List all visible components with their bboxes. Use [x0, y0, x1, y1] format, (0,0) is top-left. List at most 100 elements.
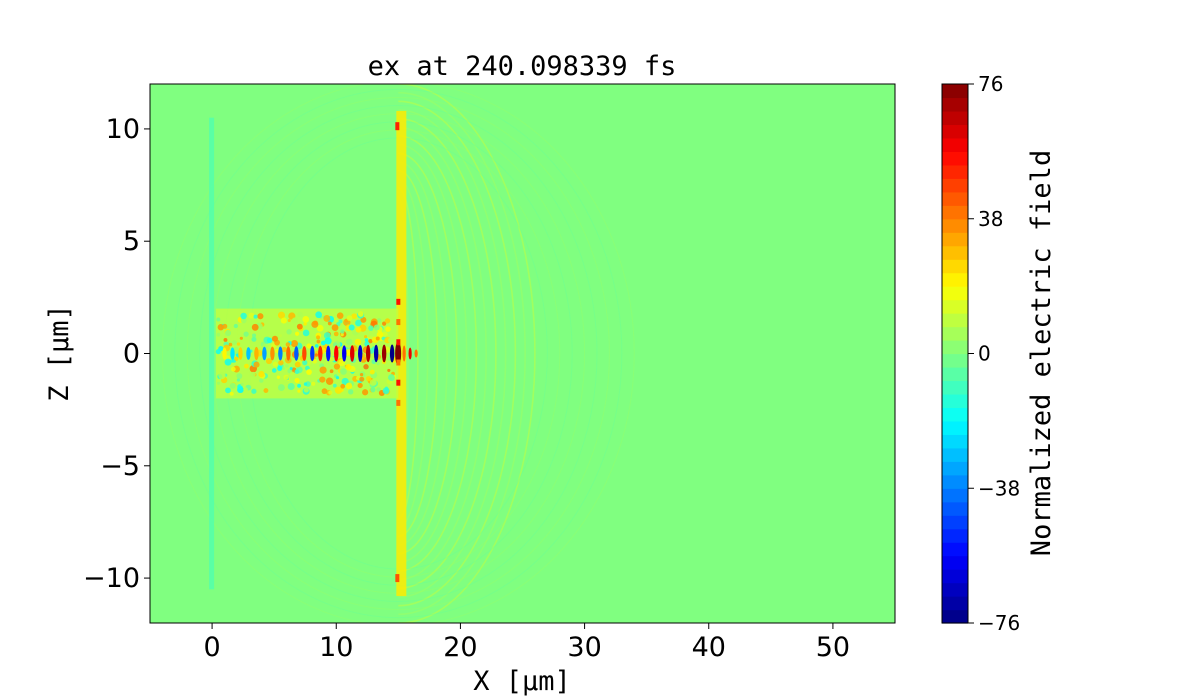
x-axis-ticks: 0 10 20 30 40 50	[203, 623, 850, 663]
field-speckle	[373, 324, 380, 331]
field-speckle	[297, 311, 303, 318]
field-speckle	[363, 364, 369, 370]
field-speckle	[236, 342, 241, 346]
field-speckle	[285, 342, 291, 347]
field-speckle	[271, 368, 277, 373]
field-speckle	[333, 317, 338, 322]
field-speckle	[216, 317, 221, 322]
field-speckle	[341, 377, 349, 386]
field-speckle	[376, 331, 384, 339]
field-speckle	[215, 349, 221, 355]
field-speckle	[346, 338, 353, 346]
field-speckle	[340, 332, 344, 337]
colorbar-level	[942, 151, 968, 166]
colorbar-level	[942, 542, 968, 557]
surface-hotspot-bottom	[395, 574, 400, 583]
colorbar-level	[942, 596, 968, 611]
colorbar-level	[942, 393, 968, 408]
field-speckle	[216, 332, 221, 337]
colorbar-level	[942, 178, 968, 193]
field-speckle	[231, 340, 237, 346]
chart-title: ex at 240.098339 fs	[368, 51, 677, 82]
field-speckle	[357, 311, 364, 317]
field-speckle	[290, 371, 295, 376]
field-speckle	[285, 364, 289, 368]
field-speckle	[340, 368, 347, 375]
field-speckle	[314, 353, 319, 357]
field-speckle	[325, 377, 334, 385]
surface-hotspot	[396, 399, 401, 406]
colorbar-tick-label: 76	[978, 72, 1003, 96]
target-surface	[396, 110, 407, 597]
field-speckle	[316, 324, 324, 332]
colorbar-level	[942, 407, 968, 422]
axis-oscillation	[222, 347, 227, 360]
field-speckle	[283, 374, 289, 380]
field-speckle	[263, 388, 269, 393]
faint-ring	[199, 105, 598, 602]
field-speckle	[321, 388, 328, 395]
y-axis-label: Z [μm]	[44, 304, 75, 402]
colorbar-level	[942, 340, 968, 355]
field-speckle	[239, 336, 243, 340]
field-speckle	[271, 335, 279, 342]
colorbar-level	[942, 474, 968, 489]
field-speckle	[297, 389, 301, 393]
field-speckle	[248, 312, 255, 319]
colorbar-level	[942, 313, 968, 328]
field-speckle	[340, 383, 346, 389]
colorbar-label: Normalized electric field	[1026, 150, 1057, 556]
field-speckle	[355, 327, 362, 333]
x-axis-label: X [μm]	[473, 666, 571, 697]
field-speckle	[240, 382, 244, 387]
colorbar-level	[942, 555, 968, 570]
field-speckle	[316, 339, 321, 344]
axis-oscillation	[310, 345, 315, 362]
field-speckle	[223, 337, 228, 342]
colorbar-level	[942, 205, 968, 220]
colorbar-level	[942, 124, 968, 139]
axis-oscillation	[365, 344, 371, 363]
field-speckle	[274, 348, 279, 353]
surface-hotspot	[396, 359, 401, 366]
field-speckle	[253, 314, 258, 319]
field-speckle	[276, 375, 281, 379]
faint-ring	[174, 88, 623, 619]
field-speckle	[314, 344, 319, 348]
colorbar-level	[942, 245, 968, 260]
field-speckle	[312, 358, 318, 364]
field-speckle	[334, 386, 343, 394]
field-speckle	[335, 376, 340, 380]
axis-oscillation	[334, 345, 339, 362]
colorbar-tick-label: 38	[978, 207, 1003, 231]
axis-oscillation	[270, 346, 275, 361]
field-speckle	[359, 372, 364, 377]
field-speckle	[376, 362, 380, 366]
y-tick-label: 0	[123, 339, 140, 370]
field-speckle	[340, 329, 345, 334]
field-speckle	[351, 313, 357, 319]
field-speckle	[266, 337, 273, 344]
axis-oscillation	[278, 346, 283, 361]
field-speckle	[368, 325, 374, 331]
field-speckle	[236, 378, 240, 382]
field-speckle	[311, 320, 319, 328]
field-speckle	[379, 390, 384, 395]
field-speckle	[243, 331, 249, 337]
field-speckle	[316, 335, 321, 340]
field-speckle	[348, 324, 355, 331]
colorbar-ticks: 76 38 0 −38 −76	[968, 72, 1020, 635]
field-speckle	[306, 369, 312, 375]
field-speckle	[364, 338, 369, 342]
field-speckle	[225, 387, 231, 394]
axis-oscillation	[357, 345, 363, 362]
y-tick-label: 10	[106, 114, 140, 145]
field-speckle	[306, 343, 312, 349]
colorbar-level	[942, 232, 968, 247]
colorbar-level	[942, 366, 968, 382]
colorbar-level	[942, 515, 968, 530]
field-speckle	[278, 334, 283, 338]
field-speckle	[257, 313, 264, 320]
field-speckle	[229, 382, 237, 390]
field-speckle	[277, 384, 285, 391]
